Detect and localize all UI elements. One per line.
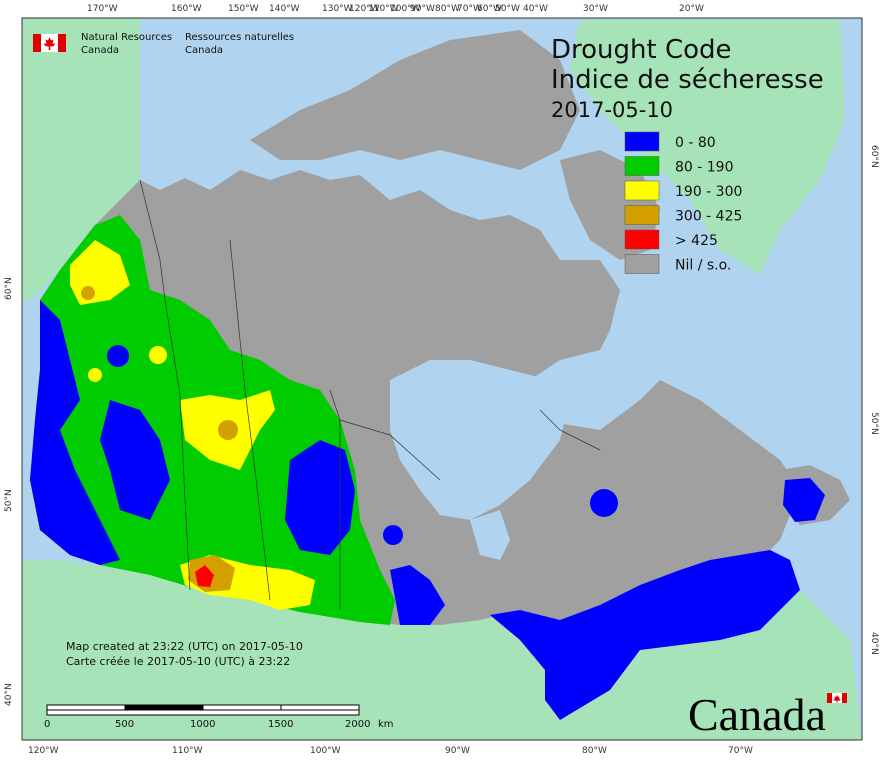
wordmark-flag-icon: [827, 693, 847, 703]
manitoba-blue: [285, 440, 355, 555]
alaska-land: [22, 18, 140, 300]
legend-swatch: [624, 254, 660, 274]
blue-spot-north: [107, 345, 129, 367]
legend-swatch: [624, 205, 660, 225]
right-lat-label: 50°N: [869, 412, 879, 435]
east-drought-blue: [390, 565, 445, 625]
left-lat-label: 50°N: [4, 489, 14, 512]
scale-label: 500: [115, 719, 134, 730]
legend-label: 80 - 190: [675, 160, 734, 176]
graticule-top: 170°W 160°W 150°W 140°W 130°W 120°W 110°…: [87, 4, 704, 14]
greenland-land: [570, 20, 845, 275]
legend-label: 0 - 80: [675, 135, 716, 151]
top-tick-label: 20°W: [679, 4, 704, 14]
scale-label: 1000: [190, 719, 215, 730]
scale-label: 2000: [345, 719, 370, 730]
nrcan-flag-icon: [33, 34, 66, 52]
org-fr-line1: Ressources naturelles: [185, 32, 294, 43]
map-date: 2017-05-10: [551, 98, 673, 122]
scale-label: 0: [44, 719, 50, 730]
james-bay: [470, 510, 510, 560]
map-title-en: Drought Code: [551, 35, 732, 65]
yellow-spot-2: [88, 368, 102, 382]
scale-unit: km: [378, 719, 394, 730]
org-en-line2: Canada: [81, 45, 119, 56]
top-tick-label: 150°W: [228, 4, 259, 14]
bc-interior-blue: [100, 400, 170, 520]
org-fr-line2: Canada: [185, 45, 223, 56]
latitude-labels-right: 60°N 50°N 40°N: [869, 145, 879, 655]
hudson-bay: [390, 360, 570, 520]
scale-label: 1500: [268, 719, 293, 730]
top-tick-label: 50°W: [495, 4, 520, 14]
bottom-tick-label: 70°W: [728, 746, 753, 756]
blue-spot-hudson: [590, 489, 618, 517]
left-lat-label: 40°N: [4, 683, 14, 706]
wordmark-text: Canada: [688, 689, 826, 740]
top-tick-label: 90°W: [410, 4, 435, 14]
alberta-orange: [218, 420, 238, 440]
top-tick-label: 170°W: [87, 4, 118, 14]
top-tick-label: 160°W: [171, 4, 202, 14]
bottom-tick-label: 120°W: [28, 746, 59, 756]
province-borders: [139, 179, 601, 610]
top-tick-label: 40°W: [523, 4, 548, 14]
legend-swatch: [624, 131, 660, 152]
legend-swatch: [624, 156, 660, 176]
top-tick-label: 110°W: [368, 4, 399, 14]
bottom-tick-label: 110°W: [172, 746, 203, 756]
created-note-fr: Carte créée le 2017-05-10 (UTC) à 23:22: [66, 655, 290, 668]
map-title-fr: Indice de sécheresse: [551, 65, 824, 95]
prairie-red: [195, 565, 214, 587]
legend-label: Nil / s.o.: [675, 258, 731, 274]
top-tick-label: 80°W: [435, 4, 460, 14]
latitude-labels-left: 60°N 50°N 40°N: [4, 277, 14, 706]
quebec-ontario-blue: [490, 550, 800, 720]
top-tick-label: 100°W: [390, 4, 421, 14]
bottom-tick-label: 100°W: [310, 746, 341, 756]
blue-spot-west-hudson: [383, 525, 403, 545]
newfoundland-blue: [783, 478, 825, 522]
legend-label: > 425: [675, 233, 718, 249]
scale-bar: 0 500 1000 1500 2000 km: [44, 704, 394, 730]
right-lat-label: 60°N: [869, 145, 879, 168]
graticule-bottom: 120°W 110°W 100°W 90°W 80°W 70°W: [28, 746, 753, 756]
top-tick-label: 120°W: [349, 4, 380, 14]
top-tick-label: 60°W: [477, 4, 502, 14]
legend-swatch: [624, 180, 660, 201]
arctic-islands: [250, 30, 580, 170]
yukon-orange: [81, 286, 95, 300]
top-tick-label: 130°W: [322, 4, 353, 14]
org-en-line1: Natural Resources: [81, 32, 172, 43]
legend: 0 - 80 80 - 190 190 - 300 300 - 425 > 425 Nil…: [624, 131, 742, 274]
west-drought-blue: [30, 300, 120, 565]
usa-land: [22, 560, 862, 740]
left-lat-label: 60°N: [4, 277, 14, 300]
top-tick-label: 70°W: [457, 4, 482, 14]
legend-label: 190 - 300: [675, 184, 742, 200]
top-tick-label: 30°W: [583, 4, 608, 14]
created-note-en: Map created at 23:22 (UTC) on 2017-05-10: [66, 640, 303, 653]
bottom-tick-label: 80°W: [582, 746, 607, 756]
bottom-tick-label: 90°W: [445, 746, 470, 756]
legend-swatch: [624, 229, 660, 250]
yellow-spot-1: [149, 346, 167, 364]
legend-label: 300 - 425: [675, 209, 742, 225]
right-lat-label: 40°N: [869, 632, 879, 655]
top-tick-label: 140°W: [269, 4, 300, 14]
canada-wordmark: Canada: [688, 689, 847, 740]
